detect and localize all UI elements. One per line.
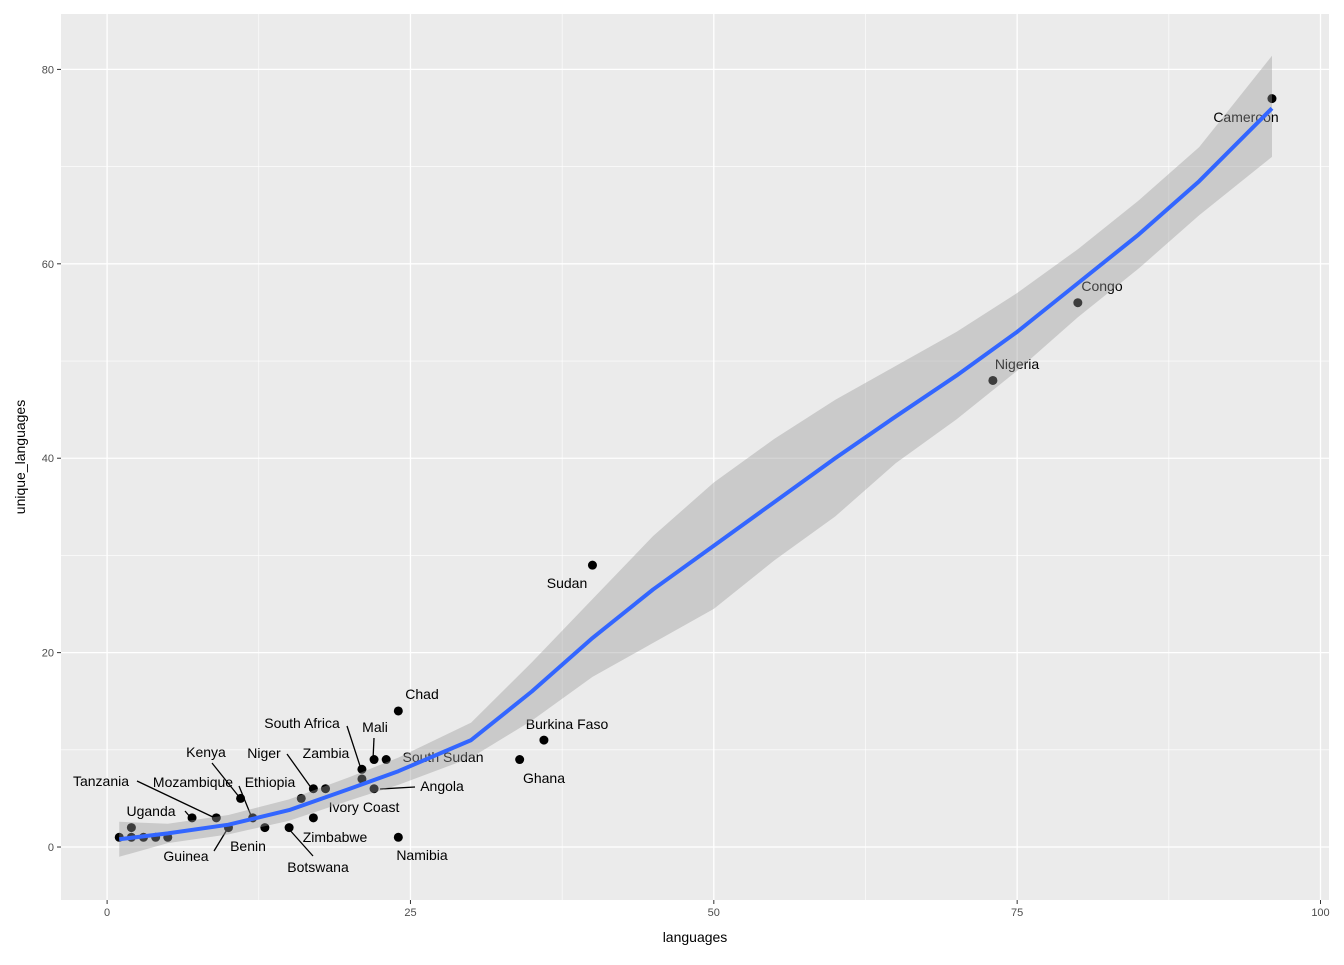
y-tick-label: 20 [42,648,54,660]
x-tick-label: 25 [404,907,416,919]
label-leader-line [287,827,314,857]
x-tick-label: 50 [708,907,720,919]
y-tick-label: 40 [42,453,54,465]
point-label: Tanzania [73,773,129,789]
label-leader-line [346,725,362,770]
axes: 0 25 50 75 100 0 20 40 60 80 [42,64,1330,919]
point-label: Benin [230,838,266,854]
data-point [357,774,367,784]
point-label: Ethiopia [245,774,296,790]
data-point [393,706,403,716]
data-point [308,784,318,794]
label-leader-line [213,827,229,852]
label-leader-line [136,780,216,819]
label-leader-line [184,810,192,819]
point-label: Zimbabwe [303,829,368,845]
smooth-line [119,106,1274,842]
data-point [126,823,136,833]
data-point [211,813,221,823]
label-leader-line [379,786,416,790]
point-label: Chad [405,686,438,702]
data-point [1267,94,1277,104]
smooth [119,55,1274,857]
grid [61,14,1329,900]
point-label: Ivory Coast [329,799,400,815]
data-point [515,755,525,765]
y-tick-label: 80 [42,64,54,76]
data-point [539,735,549,745]
label-leader-line [211,762,241,799]
data-point [308,813,318,823]
point-label: Botswana [287,859,349,875]
data-point [321,784,331,794]
x-tick-label: 75 [1011,907,1023,919]
plot-panel [61,14,1329,900]
point-label: Mali [362,719,388,735]
point-label: Burkina Faso [526,716,609,732]
label-leader-line [286,753,313,790]
x-tick-label: 100 [1311,907,1329,919]
point-label: Cameroon [1213,109,1278,125]
point-label: Namibia [396,847,448,863]
data-point [284,823,294,833]
point-label: Guinea [163,848,208,864]
point-label: Mozambique [153,774,233,790]
point-label: Congo [1081,278,1122,294]
data-point [988,375,998,385]
point-label: Zambia [303,745,350,761]
y-tick-label: 0 [48,842,54,854]
y-tick-label: 60 [42,259,54,271]
point-label: Ghana [523,770,565,786]
data-point [296,793,306,803]
data-point [369,755,379,765]
point-label: Sudan [547,575,587,591]
point-labels: Uganda Tanzania Guinea Kenya Mozambique Benin… [73,109,1279,875]
data-point [369,784,379,794]
point-label: Uganda [126,803,175,819]
point-label: Nigeria [995,356,1040,372]
point-label: Kenya [186,744,226,760]
label-leader-line [238,785,253,819]
data-point [381,755,391,765]
data-point [393,832,403,842]
point-label: Niger [247,745,281,761]
data-point [1073,298,1083,308]
y-axis-title: unique_languages [12,400,28,514]
point-label: South Africa [264,715,340,731]
x-tick-label: 0 [104,907,110,919]
data-point [587,560,597,570]
data-point [260,823,270,833]
x-axis-title: languages [663,929,728,945]
point-label: Angola [420,778,464,794]
label-leader-line [372,737,375,761]
